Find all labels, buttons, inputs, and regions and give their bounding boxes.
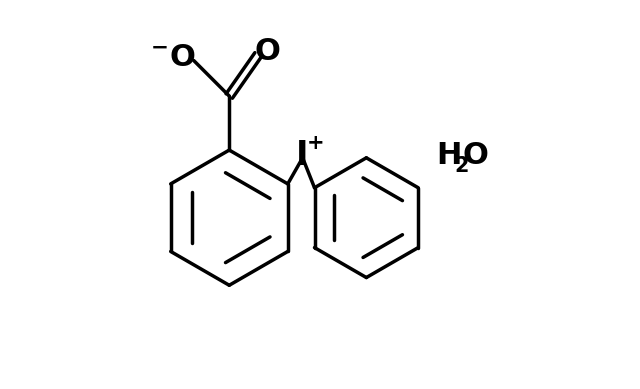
Text: 2: 2	[454, 156, 469, 175]
Text: O: O	[462, 141, 488, 170]
Text: $\mathregular{^{-}}$O: $\mathregular{^{-}}$O	[150, 43, 195, 72]
Text: I: I	[296, 139, 309, 172]
Text: O: O	[255, 37, 280, 65]
Text: H: H	[436, 141, 461, 170]
Text: +: +	[307, 133, 324, 153]
